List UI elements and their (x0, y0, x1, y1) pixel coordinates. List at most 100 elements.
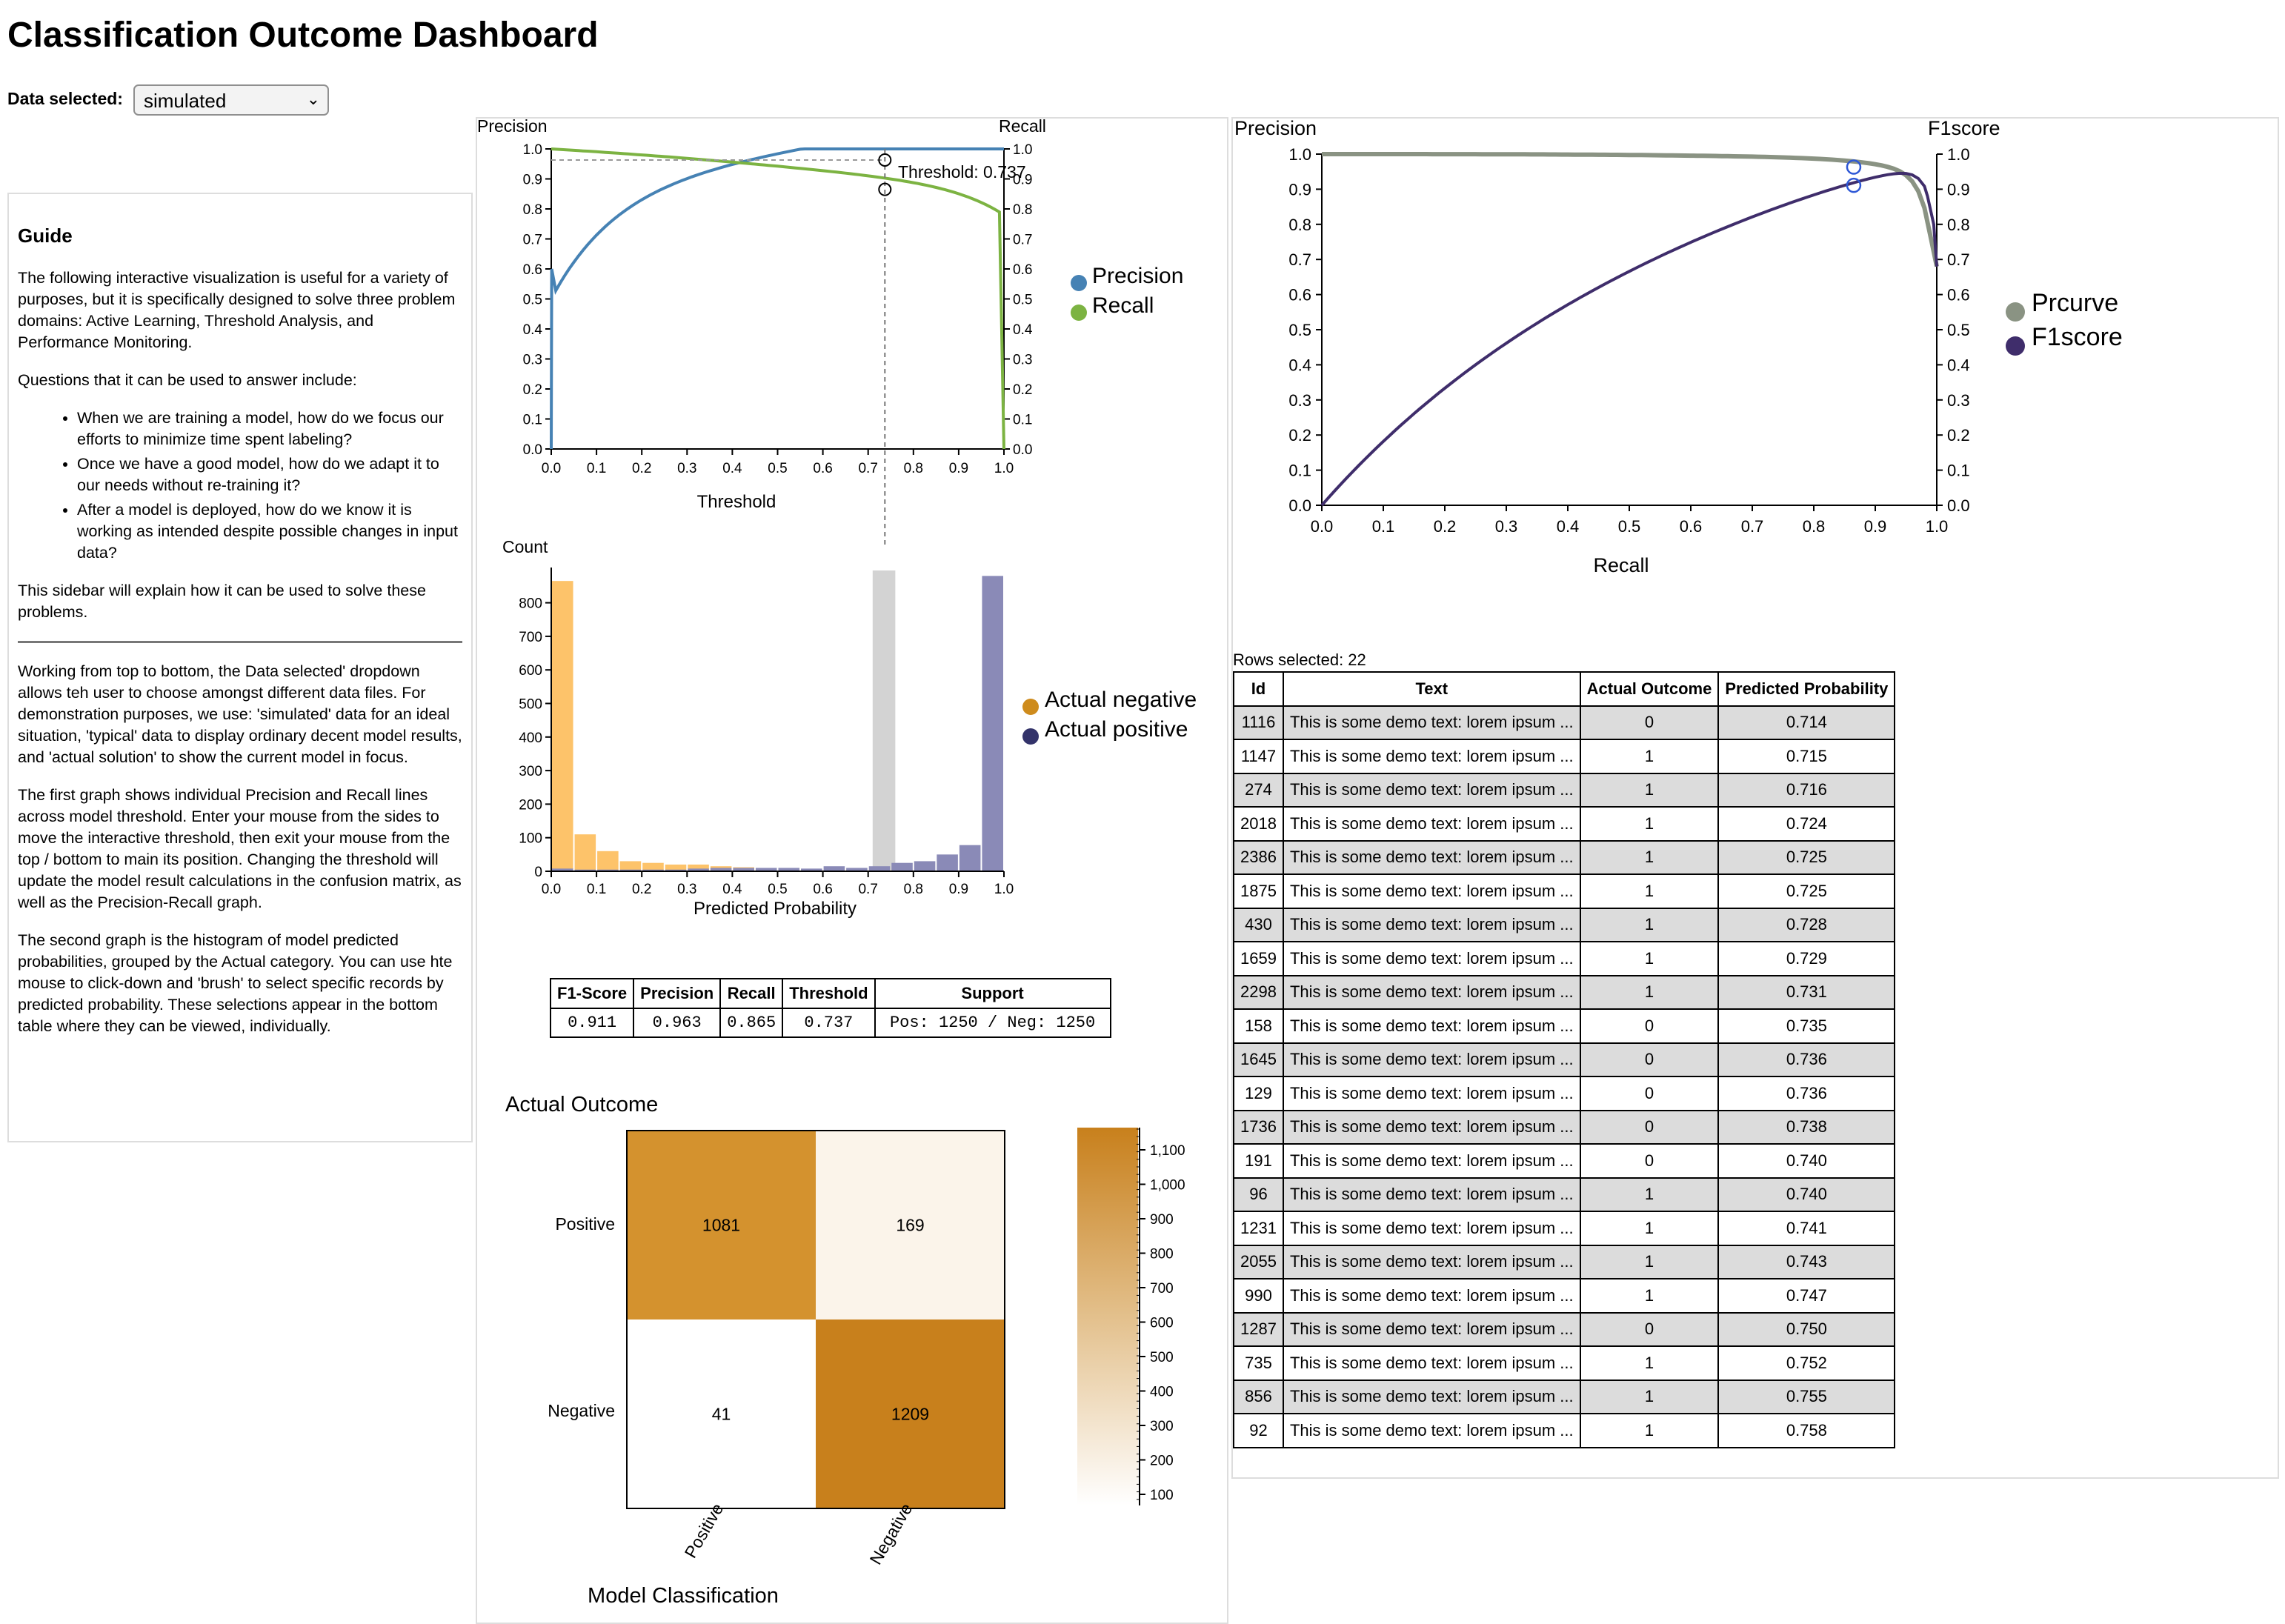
cell-predicted-probability: 0.738 (1717, 1109, 1896, 1145)
cell-predicted-probability: 0.755 (1717, 1379, 1896, 1414)
right-panel (1231, 117, 2279, 1479)
cell-text: This is some demo text: lorem ipsum ... (1282, 1379, 1581, 1414)
histogram-xlabel: Predicted Probability (694, 899, 857, 919)
metrics-header-f1: F1-Score (549, 978, 635, 1009)
confusion-cell (627, 1131, 816, 1320)
cell-text: This is some demo text: lorem ipsum ... (1282, 1042, 1581, 1077)
guide-intro: The following interactive visualization … (18, 269, 456, 351)
column-header-actual-outcome[interactable]: Actual Outcome (1579, 671, 1720, 707)
cell-predicted-probability: 0.731 (1717, 974, 1896, 1010)
table-row[interactable]: 2386 This is some demo text: lorem ipsum … (1233, 839, 1896, 875)
y-tick-label-right: 0.8 (1947, 216, 1970, 234)
cell-id: 1736 (1233, 1109, 1284, 1145)
data-select-dropdown[interactable]: simulated ⌄ (133, 84, 329, 116)
table-row[interactable]: 1147 This is some demo text: lorem ipsum … (1233, 739, 1896, 774)
y-tick-label: 0.9 (523, 173, 542, 188)
cell-predicted-probability: 0.740 (1717, 1143, 1896, 1179)
histogram-bar-positive (778, 868, 800, 871)
guide-paragraph: The second graph is the histogram of mod… (18, 931, 453, 1035)
cell-id: 2055 (1233, 1244, 1284, 1279)
histogram-brush-selection[interactable] (872, 570, 896, 871)
y-tick-label-right: 0.6 (1947, 286, 1970, 304)
page-title: Classification Outcome Dashboard (7, 16, 599, 55)
legend-prcurve: Prcurve (2032, 289, 2118, 317)
legend-recall-swatch (1071, 304, 1087, 321)
guide-questions-intro: Questions that it can be used to answer … (18, 371, 357, 389)
confusion-cell (816, 1320, 1005, 1508)
probability-histogram[interactable]: Count 0 100 200 300 400 500 600 700 800 0.0 0.1 0.2… (476, 530, 1228, 923)
y-tick-label: 0.2 (1288, 426, 1311, 445)
table-row[interactable]: 1231 This is some demo text: lorem ipsum … (1233, 1211, 1896, 1246)
column-header-predicted-probability[interactable]: Predicted Probability (1717, 671, 1896, 707)
y-tick-label: 200 (519, 797, 542, 813)
table-row[interactable]: 735 This is some demo text: lorem ipsum .… (1233, 1345, 1896, 1381)
table-row[interactable]: 274 This is some demo text: lorem ipsum .… (1233, 772, 1896, 808)
table-row[interactable]: 2018 This is some demo text: lorem ipsum … (1233, 806, 1896, 842)
column-header-text[interactable]: Text (1282, 671, 1581, 707)
table-row[interactable]: 990 This is some demo text: lorem ipsum .… (1233, 1278, 1896, 1314)
y-tick-label: 0.2 (523, 382, 542, 398)
cell-text: This is some demo text: lorem ipsum ... (1282, 772, 1581, 808)
precision-recall-chart[interactable]: Precision F1score 0.0 0.00.00.1 0.10.10.2 0… (1231, 111, 2279, 585)
confusion-cell-value: 41 (712, 1405, 731, 1424)
x-tick-label: 0.1 (587, 461, 606, 476)
table-row[interactable]: 1287 This is some demo text: lorem ipsum … (1233, 1311, 1896, 1347)
x-tick-label: 0.6 (813, 882, 832, 897)
threshold-xlabel: Threshold (697, 492, 776, 512)
legend-negative-swatch (1022, 699, 1039, 715)
y-tick-label: 500 (519, 697, 542, 713)
y-tick-label: 0.0 (1288, 496, 1311, 515)
table-row[interactable]: 92 This is some demo text: lorem ipsum ..… (1233, 1413, 1896, 1448)
metrics-threshold-value: 0.737 (782, 1008, 876, 1038)
table-row[interactable]: 856 This is some demo text: lorem ipsum .… (1233, 1379, 1896, 1414)
table-row[interactable]: 430 This is some demo text: lorem ipsum .… (1233, 907, 1896, 942)
table-row[interactable]: 96 This is some demo text: lorem ipsum ..… (1233, 1177, 1896, 1212)
pr-ylabel-left: Precision (1234, 117, 1317, 139)
cell-predicted-probability: 0.740 (1717, 1177, 1896, 1212)
histogram-bar-positive (937, 854, 958, 871)
y-tick-label: 0.6 (523, 262, 542, 278)
guide-question: When we are training a model, how do we … (77, 407, 462, 450)
x-tick-label: 0.2 (1434, 517, 1457, 536)
cell-actual-outcome: 0 (1579, 1143, 1720, 1179)
selected-rows-table: Id Text Actual Outcome Predicted Probabi… (1233, 671, 1896, 1448)
x-tick-label: 0.4 (722, 461, 742, 476)
y-tick-label-right: 1.0 (1013, 142, 1032, 158)
histogram-bar-positive (688, 868, 709, 871)
cell-id: 158 (1233, 1008, 1284, 1044)
guide-sidebar: Guide The following interactive visualiz… (7, 193, 473, 1142)
guide-paragraph: The first graph shows individual Precisi… (18, 786, 462, 911)
table-row[interactable]: 1116 This is some demo text: lorem ipsum … (1233, 705, 1896, 740)
x-tick-label: 0.5 (768, 882, 787, 897)
x-tick-label: 0.4 (722, 882, 742, 897)
table-row[interactable]: 1875 This is some demo text: lorem ipsum … (1233, 873, 1896, 909)
precision-line (550, 147, 1004, 450)
y-tick-label-right: 0.0 (1947, 496, 1970, 515)
table-row[interactable]: 158 This is some demo text: lorem ipsum .… (1233, 1008, 1896, 1044)
cell-predicted-probability: 0.752 (1717, 1345, 1896, 1381)
x-tick-label: 1.0 (994, 461, 1014, 476)
threshold-chart[interactable]: Precision Recall 0.0 0.00.00.1 0.10.10.2 0.… (476, 111, 1228, 548)
threshold-marker[interactable] (551, 149, 892, 548)
y-tick-label: 700 (519, 630, 542, 645)
x-tick-label: 0.1 (1372, 517, 1395, 536)
y-tick-label: 400 (519, 731, 542, 746)
table-row[interactable]: 1659 This is some demo text: lorem ipsum … (1233, 941, 1896, 976)
table-row[interactable]: 191 This is some demo text: lorem ipsum .… (1233, 1143, 1896, 1179)
column-header-id[interactable]: Id (1233, 671, 1284, 707)
table-row[interactable]: 1736 This is some demo text: lorem ipsum … (1233, 1109, 1896, 1145)
cell-actual-outcome: 1 (1579, 1278, 1720, 1314)
confusion-cell-value: 1209 (891, 1405, 929, 1424)
x-tick-label: 0.6 (1680, 517, 1703, 536)
table-row[interactable]: 129 This is some demo text: lorem ipsum .… (1233, 1076, 1896, 1111)
table-row[interactable]: 2055 This is some demo text: lorem ipsum … (1233, 1244, 1896, 1279)
table-row[interactable]: 2298 This is some demo text: lorem ipsum … (1233, 974, 1896, 1010)
table-row[interactable]: 1645 This is some demo text: lorem ipsum … (1233, 1042, 1896, 1077)
y-tick-label: 0.1 (523, 413, 542, 428)
cell-actual-outcome: 0 (1579, 1042, 1720, 1077)
scale-tick-label: 600 (1150, 1316, 1174, 1331)
cell-id: 191 (1233, 1143, 1284, 1179)
metrics-header-support: Support (874, 978, 1111, 1009)
y-tick-label: 0.5 (1288, 321, 1311, 339)
scale-tick-label: 400 (1150, 1385, 1174, 1400)
